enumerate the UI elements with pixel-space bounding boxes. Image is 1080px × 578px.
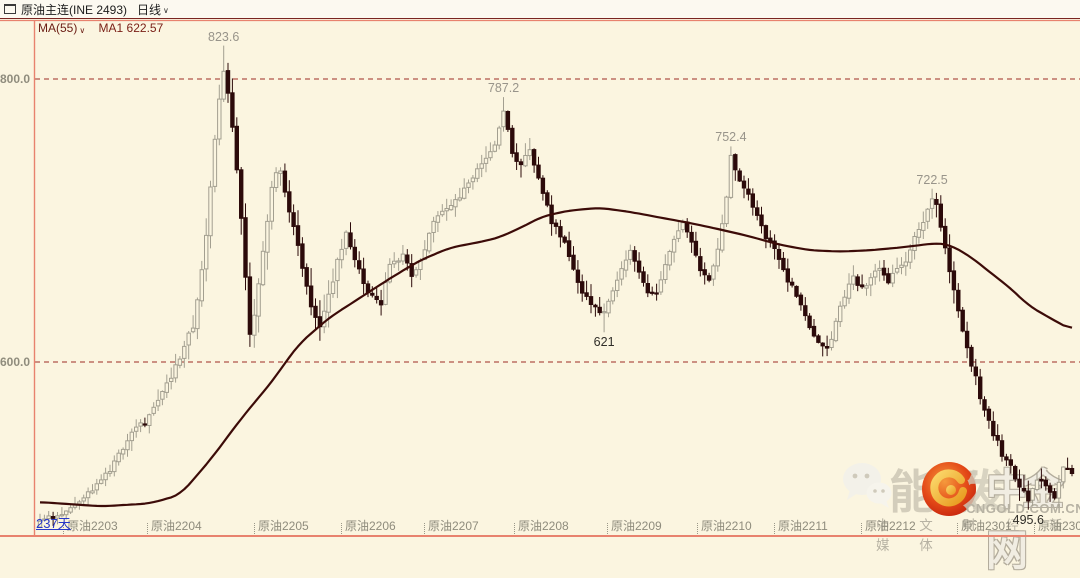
x-axis-label-text: 原油2207 [428, 519, 479, 533]
instrument-title: 原油主连(INE 2493) [21, 2, 128, 17]
period-selector[interactable]: 日线 [137, 2, 162, 17]
wechat-icon [843, 463, 892, 508]
price-annotation: 495.6 [1012, 512, 1044, 527]
x-axis-tick [697, 523, 699, 534]
chevron-down-icon[interactable]: ∨ [163, 5, 169, 15]
x-axis-label-text: 原油2212 [865, 519, 916, 533]
price-annotation: 823.6 [208, 29, 240, 44]
x-axis-label: 原油2205 [254, 517, 309, 534]
x-axis-label: 原油2204 [147, 517, 202, 534]
x-axis-tick [424, 523, 426, 534]
x-axis-label: 原油2209 [607, 517, 662, 534]
ma-legend: MA(55) ∨ MA1 622.57 [38, 21, 163, 35]
x-axis-label-text: 原油2203 [67, 519, 118, 533]
period-days-link[interactable]: 237天 [36, 516, 71, 531]
x-axis-label: 原油2206 [341, 517, 396, 534]
x-axis-label: 原油2210 [697, 517, 752, 534]
x-axis-tick [607, 523, 609, 534]
price-annotation: 787.2 [487, 81, 520, 96]
x-axis-tick [147, 523, 149, 534]
x-axis-tick [1034, 523, 1036, 534]
x-axis-label-text: 原油2208 [518, 519, 569, 533]
chart-titlebar: 原油主连(INE 2493) 日线 ∨ [0, 0, 1080, 19]
x-axis-tick [341, 523, 343, 534]
x-axis-label-text: 原油2301 [961, 519, 1012, 533]
watermark-text-mid: 发 [963, 466, 1009, 518]
x-axis-tick [63, 523, 65, 534]
ma1-value: MA1 622.57 [98, 21, 164, 35]
x-axis-label: 原油2211 [774, 517, 828, 534]
price-annotation: 722.5 [916, 172, 948, 187]
chevron-down-icon[interactable]: ∨ [79, 26, 86, 35]
ma-label[interactable]: MA(55) [38, 21, 78, 35]
x-axis-label-text: 原油2210 [701, 519, 752, 533]
x-axis-tick [254, 523, 256, 534]
x-axis-label-text: 原油2205 [258, 519, 309, 533]
x-axis-label-text: 原油2204 [151, 519, 202, 533]
price-annotation: 752.4 [715, 130, 747, 145]
x-axis-label: 原油2208 [514, 517, 569, 534]
x-axis-label-text: 原油2206 [345, 519, 396, 533]
x-axis-label: 原油2203 [63, 517, 118, 534]
x-axis-label-text: 原油2209 [611, 519, 662, 533]
x-axis-tick [514, 523, 516, 534]
x-axis-tick [957, 523, 959, 534]
chart-canvas[interactable] [0, 0, 1080, 545]
x-axis-label: 原油2212 [861, 517, 916, 534]
x-axis-label: 原油2301 [957, 517, 1012, 534]
x-axis-label: 原油2303 [1034, 517, 1080, 534]
y-axis-tick-800: 800.0 [0, 72, 31, 86]
watermark-url: CNGOLD.COM.CN [966, 501, 1080, 516]
x-axis-label: 原油2207 [424, 517, 479, 534]
price-annotation: 621 [593, 335, 615, 350]
x-axis-tick [861, 523, 863, 534]
cngold-logo-icon [922, 462, 976, 516]
x-axis-tick [774, 523, 776, 534]
x-axis-label-text: 原油2211 [778, 519, 828, 533]
x-axis-label-text: 原油2303 [1038, 519, 1080, 533]
y-axis-tick-600: 600.0 [0, 355, 31, 369]
window-icon [4, 4, 16, 14]
